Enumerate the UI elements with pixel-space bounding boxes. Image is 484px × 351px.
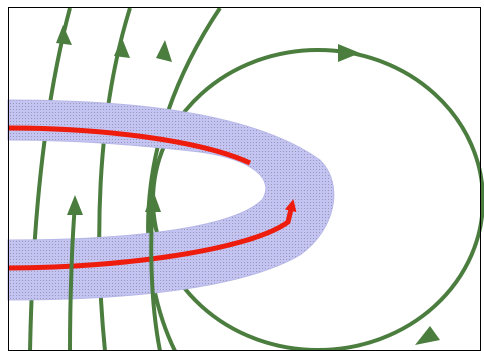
field-lines-front	[68, 199, 162, 351]
arrow	[114, 38, 130, 58]
arrow	[338, 44, 360, 62]
current-bottom	[7, 199, 297, 271]
field-line	[68, 204, 77, 351]
field-line	[28, 7, 72, 351]
current-ring	[7, 99, 335, 301]
current-top	[7, 125, 252, 166]
arrow	[156, 40, 172, 62]
field-arrows	[56, 25, 440, 345]
field-line	[149, 199, 162, 351]
arrow	[415, 326, 440, 345]
arrow	[56, 25, 72, 45]
